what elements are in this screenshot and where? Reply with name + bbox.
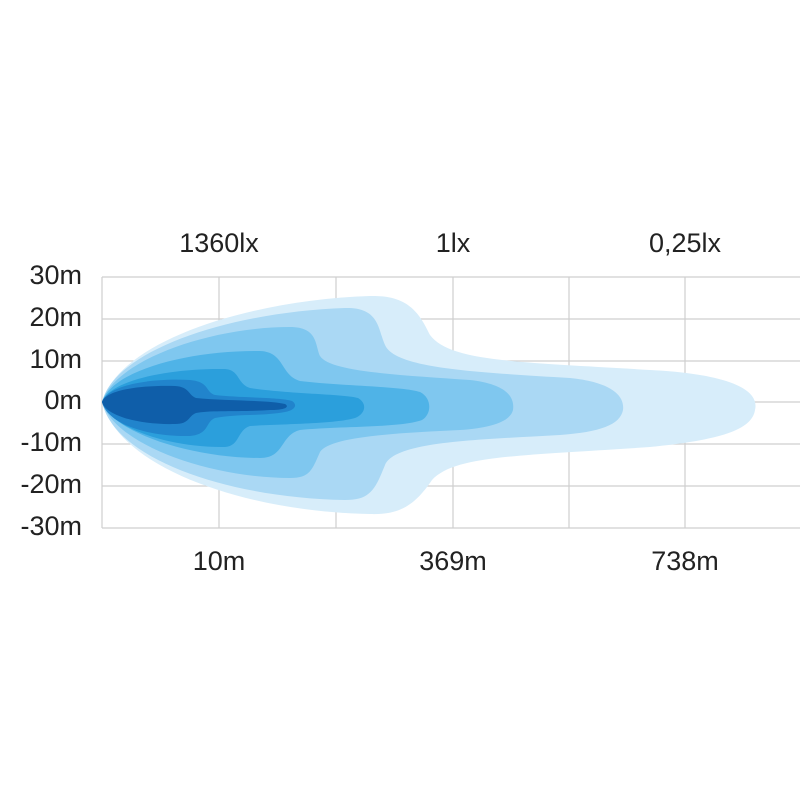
y-labels: 30m 20m 10m 0m -10m -20m -30m <box>20 260 82 541</box>
y-label: 20m <box>29 302 82 332</box>
y-label: 30m <box>29 260 82 290</box>
lux-label: 1lx <box>436 228 471 258</box>
illuminance-labels: 1360lx 1lx 0,25lx <box>179 228 721 258</box>
y-label: 10m <box>29 344 82 374</box>
y-label: 0m <box>44 385 82 415</box>
lux-label: 0,25lx <box>649 228 722 258</box>
x-labels: 10m 369m 738m <box>193 546 719 576</box>
x-label: 738m <box>651 546 719 576</box>
y-label: -30m <box>20 511 82 541</box>
contour <box>102 385 287 425</box>
y-label: -20m <box>20 469 82 499</box>
lux-label: 1360lx <box>179 228 259 258</box>
beam-contours <box>102 295 756 515</box>
x-label: 369m <box>419 546 487 576</box>
y-label: -10m <box>20 427 82 457</box>
x-label: 10m <box>193 546 246 576</box>
